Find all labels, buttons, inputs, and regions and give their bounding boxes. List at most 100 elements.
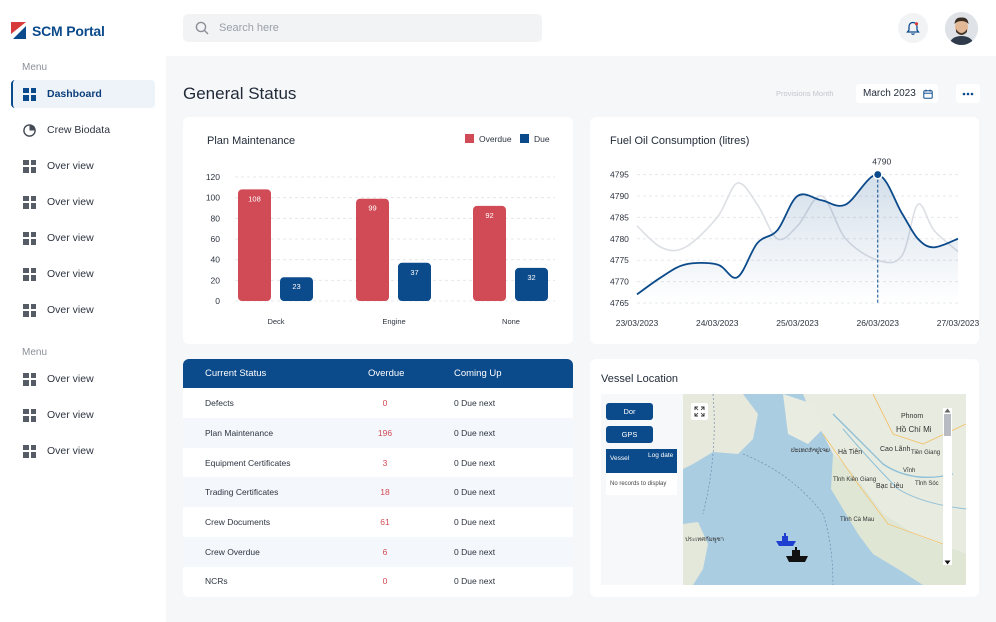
bar-value-label: 37 bbox=[410, 268, 418, 277]
y-tick-label: 0 bbox=[215, 296, 220, 306]
grid-icon bbox=[23, 444, 36, 458]
menu-title: Menu bbox=[22, 347, 48, 358]
vessel-location-title: Vessel Location bbox=[601, 373, 679, 385]
notifications-button[interactable] bbox=[898, 13, 928, 43]
highlight-label: 4790 bbox=[872, 157, 891, 167]
row-name: Defects bbox=[205, 398, 234, 408]
y-tick-label: 4795 bbox=[610, 170, 629, 180]
status-table-header: Current Status Overdue Coming Up bbox=[183, 359, 573, 388]
grid-icon bbox=[23, 195, 36, 209]
table-row[interactable]: NCRs 0 0 Due next bbox=[183, 566, 573, 596]
bar-value-label: 32 bbox=[527, 273, 535, 282]
y-tick-label: 4765 bbox=[610, 298, 629, 308]
row-name: Trading Certificates bbox=[205, 487, 279, 497]
table-row[interactable]: Defects 0 0 Due next bbox=[183, 388, 573, 418]
table-row[interactable]: Plan Maintenance 196 0 Due next bbox=[183, 418, 573, 448]
y-tick-label: 4785 bbox=[610, 212, 629, 222]
legend-swatch bbox=[520, 134, 529, 143]
legend-label: Overdue bbox=[479, 134, 512, 144]
map-label: Hồ Chí Mi bbox=[896, 425, 932, 434]
vessel-map[interactable]: Phnom Hồ Chí Mi Hà Tiên Cao Lãnh Tiền Gi… bbox=[683, 394, 966, 585]
expand-icon bbox=[694, 406, 705, 417]
plan-maintenance-chart: Overdue Due 0 20 40 60 80 100 120 108 23 Deck 99 37 En… bbox=[206, 134, 555, 326]
grid-icon bbox=[23, 372, 36, 386]
col-current-status: Current Status bbox=[205, 368, 267, 379]
vessel-marker-black-icon[interactable] bbox=[784, 546, 810, 565]
user-avatar-icon bbox=[945, 12, 978, 45]
row-name: Equipment Certificates bbox=[205, 458, 291, 468]
row-coming: 0 Due next bbox=[454, 576, 496, 586]
sidebar-item-label: Dashboard bbox=[47, 88, 102, 100]
y-tick-label: 20 bbox=[211, 275, 221, 285]
map-label: Vĩnh bbox=[903, 468, 915, 474]
map-scrollbar[interactable] bbox=[943, 408, 952, 565]
more-options-button[interactable] bbox=[956, 84, 980, 103]
fullscreen-button[interactable] bbox=[691, 403, 708, 420]
y-tick-label: 120 bbox=[206, 172, 220, 182]
map-canvas[interactable]: Phnom Hồ Chí Mi Hà Tiên Cao Lãnh Tiền Gi… bbox=[683, 394, 966, 585]
vessel-marker-blue-icon[interactable] bbox=[774, 532, 798, 549]
bar bbox=[238, 189, 271, 301]
calendar-icon bbox=[923, 89, 933, 99]
sidebar-item-overview[interactable]: Over view bbox=[11, 152, 155, 180]
row-overdue: 196 bbox=[377, 428, 393, 438]
row-coming: 0 Due next bbox=[454, 458, 496, 468]
gps-button[interactable]: GPS bbox=[606, 426, 653, 443]
sidebar-item-overview[interactable]: Over view bbox=[11, 296, 155, 324]
dor-button[interactable]: Dor bbox=[606, 403, 653, 420]
row-overdue: 18 bbox=[380, 487, 390, 497]
menu-title: Menu bbox=[22, 62, 48, 73]
y-tick-label: 4775 bbox=[610, 255, 629, 265]
row-overdue: 0 bbox=[382, 576, 388, 586]
sidebar-item-overview[interactable]: Over view bbox=[11, 260, 155, 288]
grid-icon bbox=[23, 303, 36, 317]
sidebar: SCM Portal Menu Dashboard Crew Biodata O… bbox=[0, 0, 166, 622]
sidebar-item-crew-biodata[interactable]: Crew Biodata bbox=[11, 116, 155, 144]
scroll-down-icon[interactable] bbox=[944, 560, 951, 565]
search-bar[interactable] bbox=[183, 14, 542, 42]
row-name: Plan Maintenance bbox=[205, 428, 274, 438]
bar bbox=[356, 198, 389, 301]
table-row[interactable]: Equipment Certificates 3 0 Due next bbox=[183, 448, 573, 478]
month-value: March 2023 bbox=[863, 88, 916, 99]
scroll-up-icon[interactable] bbox=[944, 408, 951, 413]
sidebar-item-overview[interactable]: Over view bbox=[11, 365, 155, 393]
y-tick-label: 4770 bbox=[610, 277, 629, 287]
series-line-primary bbox=[636, 173, 959, 296]
app-logo[interactable]: SCM Portal bbox=[11, 22, 105, 39]
table-row[interactable]: Crew Documents 61 0 Due next bbox=[183, 507, 573, 537]
legend-swatch bbox=[465, 134, 474, 143]
sidebar-item-overview[interactable]: Over view bbox=[11, 437, 155, 465]
avatar[interactable] bbox=[945, 12, 978, 45]
sidebar-item-label: Over view bbox=[47, 196, 94, 208]
col-coming-up: Coming Up bbox=[454, 368, 502, 379]
sidebar-item-overview[interactable]: Over view bbox=[11, 224, 155, 252]
map-label: Cao Lãnh bbox=[880, 446, 910, 453]
table-row[interactable]: Crew Overdue 6 0 Due next bbox=[183, 537, 573, 567]
row-name: NCRs bbox=[205, 576, 228, 586]
row-overdue: 61 bbox=[380, 517, 390, 527]
bar-value-label: 108 bbox=[248, 194, 261, 203]
grid-icon bbox=[23, 267, 36, 281]
y-tick-label: 4790 bbox=[610, 191, 629, 201]
sidebar-item-dashboard[interactable]: Dashboard bbox=[11, 80, 155, 108]
row-coming: 0 Due next bbox=[454, 517, 496, 527]
y-tick-label: 4780 bbox=[610, 234, 629, 244]
x-tick-label: Engine bbox=[382, 317, 405, 326]
table-row[interactable]: Trading Certificates 18 0 Due next bbox=[183, 477, 573, 507]
sidebar-item-label: Over view bbox=[47, 304, 94, 316]
x-tick-label: 23/03/2023 bbox=[616, 318, 659, 328]
map-label: ປະເທດກຳປູເຈຍ bbox=[791, 447, 830, 455]
sidebar-item-label: Over view bbox=[47, 232, 94, 244]
search-input[interactable] bbox=[219, 22, 519, 34]
row-name: Crew Overdue bbox=[205, 547, 260, 557]
bar-value-label: 92 bbox=[485, 211, 493, 220]
month-picker[interactable]: March 2023 bbox=[856, 84, 938, 103]
page-title: General Status bbox=[183, 84, 297, 103]
sidebar-item-overview[interactable]: Over view bbox=[11, 401, 155, 429]
bar bbox=[398, 262, 431, 301]
col-vessel: Vessel bbox=[610, 455, 630, 462]
sidebar-item-overview[interactable]: Over view bbox=[11, 188, 155, 216]
scrollbar-thumb[interactable] bbox=[944, 414, 951, 436]
sidebar-item-label: Over view bbox=[47, 268, 94, 280]
